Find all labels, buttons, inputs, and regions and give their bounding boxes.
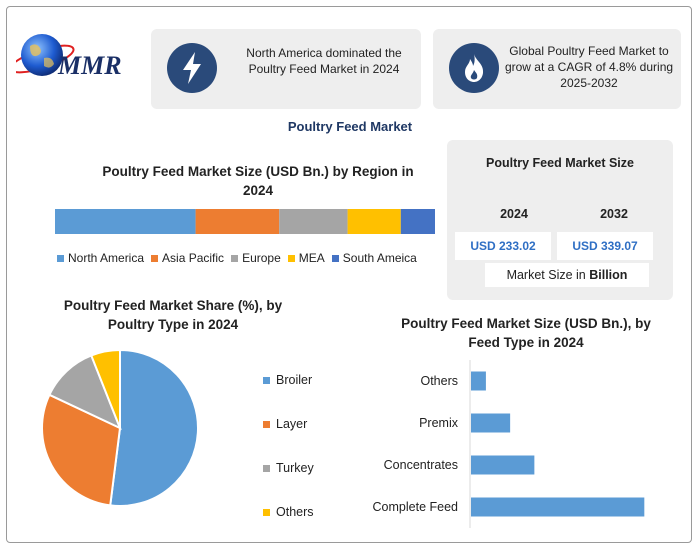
region-bar-segment <box>195 209 280 234</box>
pie-legend-item: Others <box>263 490 314 534</box>
legend-label: South Ameica <box>342 251 417 265</box>
pie-legend-item: Broiler <box>263 358 314 402</box>
legend-swatch <box>57 254 64 262</box>
region-bar-segment <box>400 209 435 234</box>
unit-note-prefix: Market Size in <box>506 268 590 282</box>
infographic-frame <box>6 6 692 543</box>
category-label: Concentrates <box>384 458 458 472</box>
legend-swatch <box>331 254 339 262</box>
globe-icon: MMR <box>9 34 122 80</box>
market-size-2024-value: USD 233.02 <box>455 232 551 260</box>
feed-bar <box>471 455 535 475</box>
region-legend: North America Asia Pacific Europe MEA South … <box>57 251 437 265</box>
legend-swatch <box>263 464 270 472</box>
pie-legend: Broiler Layer Turkey Others <box>263 358 314 534</box>
region-legend-item: MEA <box>287 251 325 265</box>
market-size-title: Poultry Feed Market Size <box>486 156 634 170</box>
legend-swatch <box>263 508 270 516</box>
pie-legend-item: Turkey <box>263 446 314 490</box>
poultry-type-pie <box>41 348 199 507</box>
highlight-text: Global Poultry Feed Market to grow at a … <box>504 44 674 90</box>
pie-slice <box>89 348 121 429</box>
legend-swatch <box>231 254 239 262</box>
unit-note-bold: Billion <box>589 268 628 282</box>
mmr-logo: MMR <box>9 28 144 84</box>
legend-swatch <box>263 376 270 384</box>
region-legend-item: Europe <box>231 251 281 265</box>
legend-label: Asia Pacific <box>162 251 225 265</box>
legend-label: Europe <box>242 251 281 265</box>
legend-label: North America <box>68 251 145 265</box>
legend-swatch <box>287 254 295 262</box>
legend-swatch <box>263 420 270 428</box>
year-2032-label: 2032 <box>600 207 628 221</box>
feed-type-bar-chart: Others Premix Concentrates Complete Feed <box>373 360 645 528</box>
feed-chart-title: Poultry Feed Market Size (USD Bn.), by F… <box>401 316 651 350</box>
region-stacked-bar <box>55 209 435 234</box>
highlight-card-cagr: Global Poultry Feed Market to grow at a … <box>433 29 681 109</box>
pie-slice <box>109 348 199 507</box>
region-bar-segment <box>279 209 348 234</box>
legend-label: Layer <box>276 417 308 431</box>
feed-bar <box>471 371 486 391</box>
region-legend-item: Asia Pacific <box>151 251 224 265</box>
region-bar-segment <box>347 209 401 234</box>
region-bar-segment <box>55 209 196 234</box>
region-chart-title: Poultry Feed Market Size (USD Bn.) by Re… <box>102 164 414 198</box>
highlight-card-region: North America dominated the Poultry Feed… <box>151 29 421 109</box>
share-chart-title: Poultry Feed Market Share (%), by Poultr… <box>63 298 283 332</box>
legend-label: Broiler <box>276 373 313 387</box>
lightning-bolt-icon <box>167 43 217 93</box>
category-label: Premix <box>419 416 459 430</box>
feed-bar <box>471 497 645 517</box>
main-title: Poultry Feed Market <box>287 119 413 134</box>
pie-legend-item: Layer <box>263 402 314 446</box>
highlight-text: North America dominated the Poultry Feed… <box>246 46 402 76</box>
category-label: Complete Feed <box>373 500 459 514</box>
category-label: Others <box>420 374 458 388</box>
flame-icon <box>449 43 499 93</box>
market-size-panel: Poultry Feed Market Size 2024 2032 USD 2… <box>447 140 673 300</box>
legend-label: Others <box>276 505 314 519</box>
pie-slice <box>41 393 122 507</box>
feed-bar <box>471 413 511 433</box>
region-legend-item: South Ameica <box>331 251 417 265</box>
year-2024-label: 2024 <box>500 207 528 221</box>
market-size-2032-value: USD 339.07 <box>557 232 653 260</box>
legend-label: Turkey <box>276 461 314 475</box>
legend-label: MEA <box>298 251 325 265</box>
logo-text: MMR <box>57 51 122 80</box>
legend-swatch <box>151 254 159 262</box>
market-size-unit-note: Market Size in Billion <box>485 263 649 287</box>
region-legend-item: North America <box>57 251 144 265</box>
